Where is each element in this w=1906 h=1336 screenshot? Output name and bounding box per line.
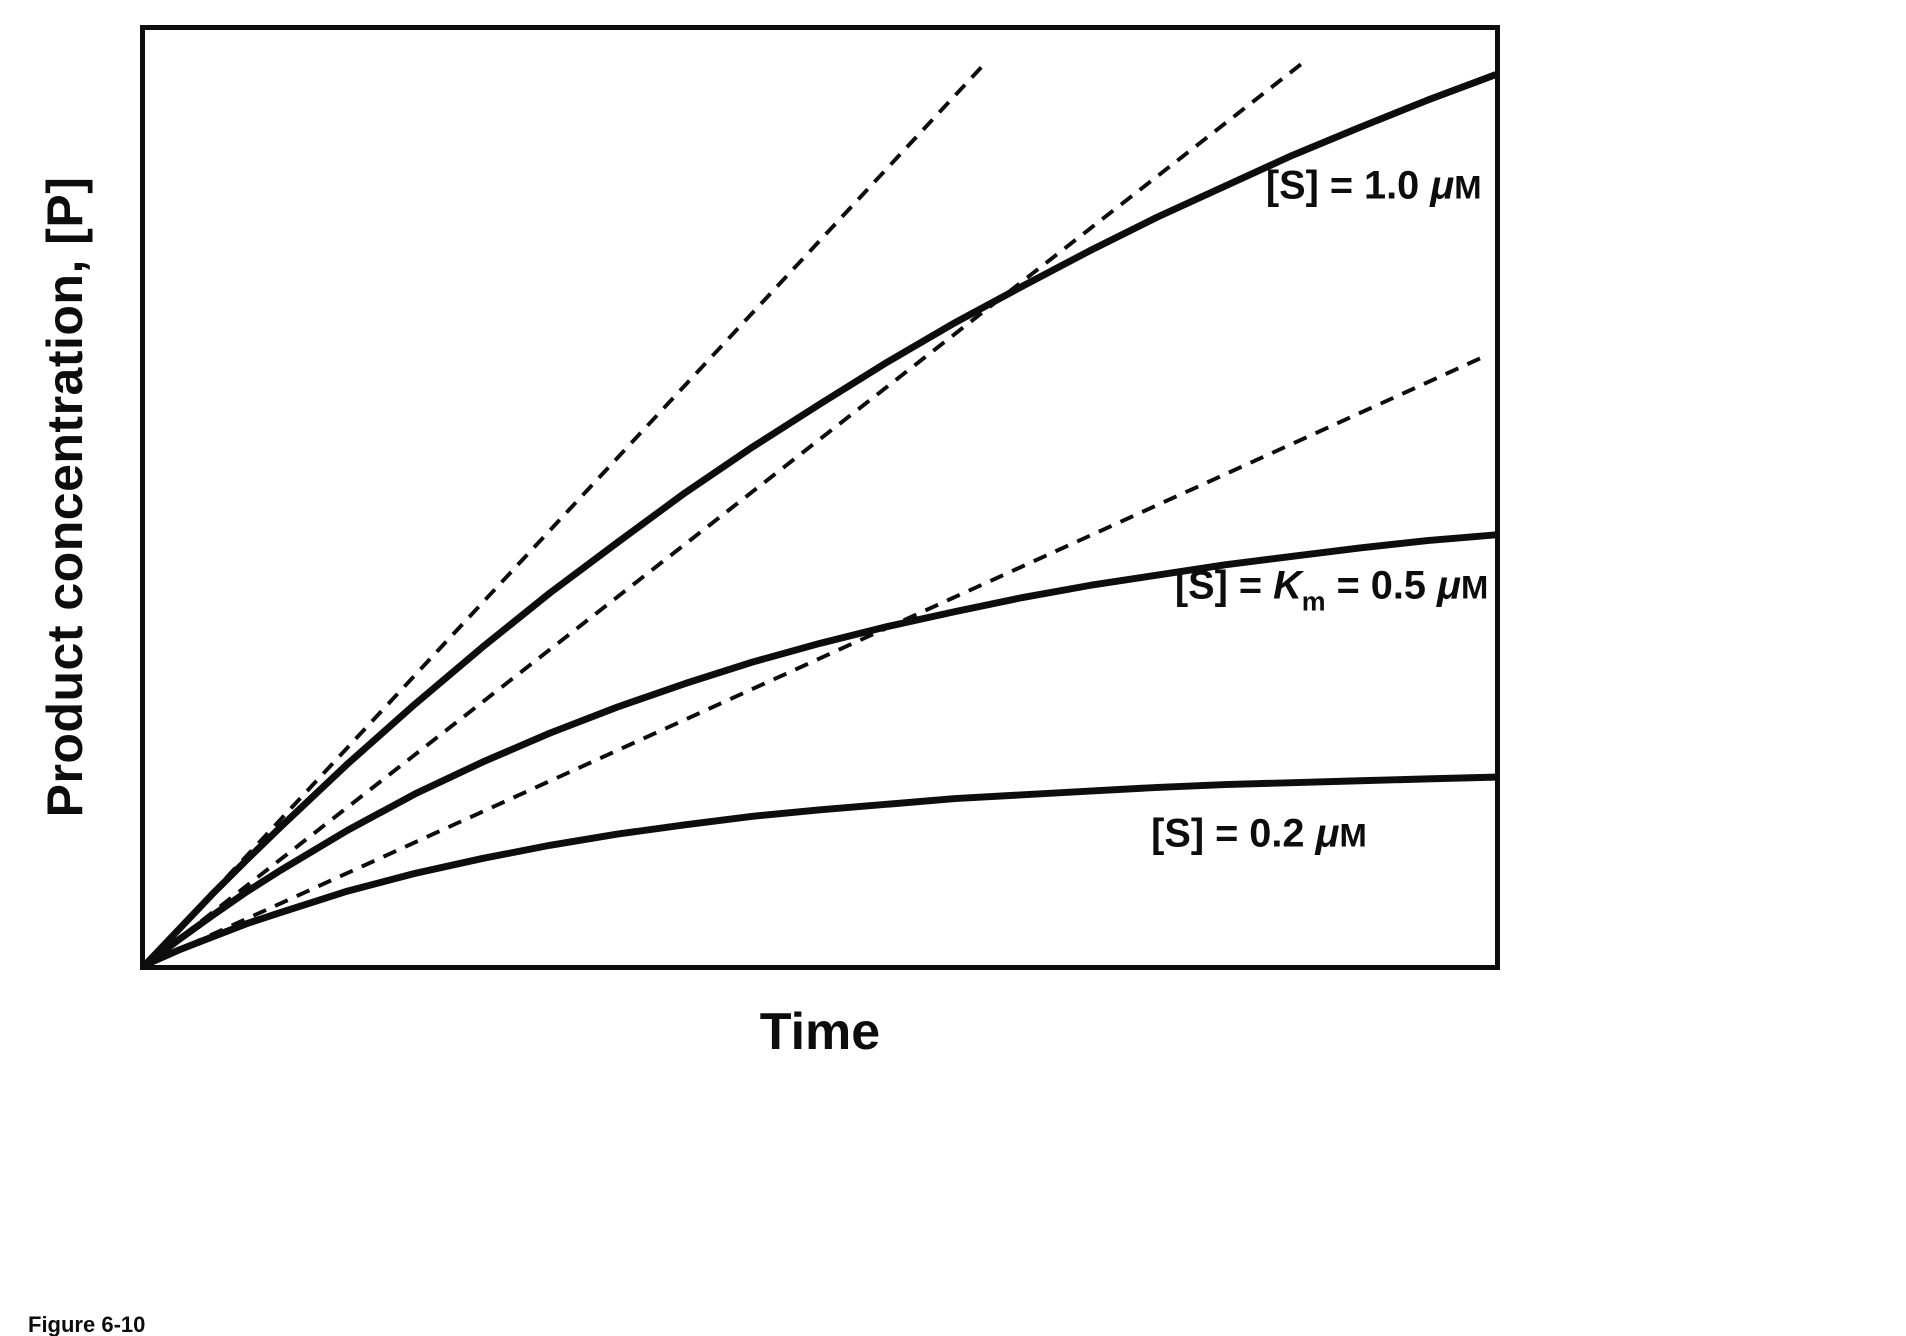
series-label: [S] = Km = 0.5 μM xyxy=(1175,564,1488,617)
x-axis-label: Time xyxy=(759,1003,881,1061)
tangent-line xyxy=(145,355,1483,965)
series-label: [S] = 1.0 μM xyxy=(1266,163,1482,207)
chart-canvas: [S] = 1.0 μM [S] = Km = 0.5 μM [S] = 0.2 μ… xyxy=(145,58,1495,965)
figure-caption: Figure 6-10 xyxy=(28,1312,146,1336)
series-curve xyxy=(145,531,1495,965)
y-axis-label: Product concentration, [P] xyxy=(37,176,93,818)
series-curve xyxy=(145,773,1495,965)
tangent-line xyxy=(145,65,984,965)
series-curve xyxy=(145,71,1495,965)
tangent-line xyxy=(145,58,1308,965)
series-label: [S] = 0.2 μM xyxy=(1151,811,1367,855)
plot-area: [S] = 1.0 μM [S] = Km = 0.5 μM [S] = 0.2 μ… xyxy=(140,25,1500,970)
